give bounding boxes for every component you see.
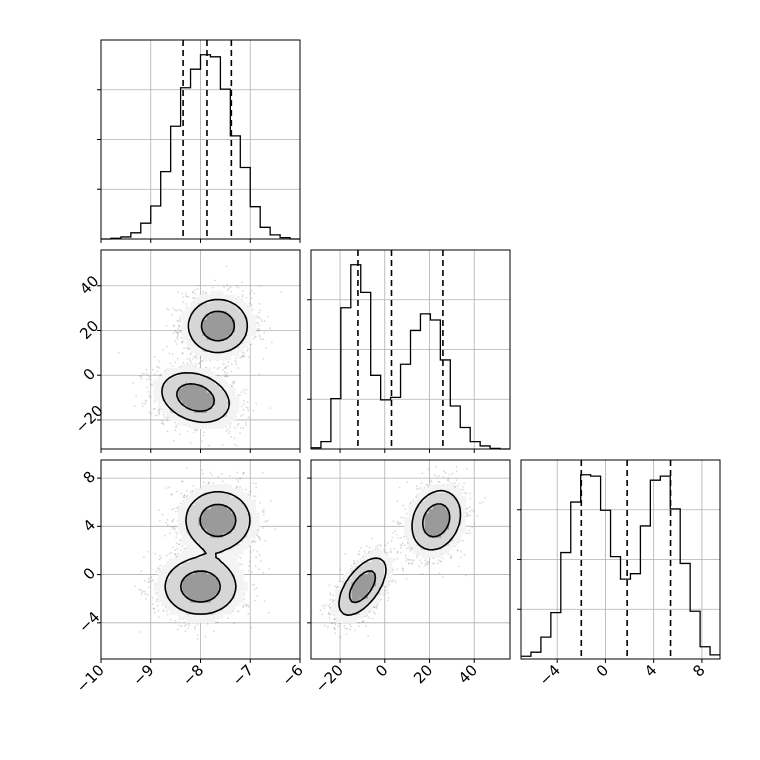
- y-tick-label: −4: [75, 608, 103, 636]
- y-tick-label: −20: [72, 402, 107, 437]
- scatter-panel-1-2: −20 0 20 40: [307, 459, 511, 696]
- contour-line: [161, 298, 249, 424]
- contour-line: [348, 503, 451, 604]
- grid-lines: [101, 40, 300, 239]
- y-tick-label: 4: [80, 516, 99, 535]
- hist-outline: [311, 264, 510, 450]
- contour-line: [164, 490, 251, 615]
- x-tick-label: −7: [229, 661, 257, 689]
- plot-area: [117, 265, 282, 447]
- x-tick-label: 0: [593, 661, 612, 680]
- x-tick-label: −10: [73, 661, 108, 696]
- x-tick-label: 0: [372, 661, 391, 680]
- contour-line: [338, 489, 462, 616]
- grid-lines: [311, 250, 510, 449]
- plot-area: [134, 467, 277, 640]
- hist-panel-0: [97, 39, 301, 243]
- y-tick-label: 0: [80, 564, 99, 583]
- hist-panel-1: [307, 249, 511, 453]
- hist-outline: [101, 54, 300, 240]
- x-tick-label: 8: [689, 661, 708, 680]
- y-tick-label: 0: [80, 365, 99, 384]
- plot-area: [311, 465, 487, 638]
- x-tick-label: −8: [179, 661, 207, 689]
- panel-frame: [310, 459, 511, 660]
- panel-frame: [310, 249, 511, 450]
- scatter-panel-0-2: −10 −9 −8 −7 −6 −4 0 4 8: [73, 459, 307, 696]
- hist-outline: [521, 474, 720, 657]
- x-tick-label: 40: [455, 661, 481, 687]
- x-tick-label: −4: [536, 661, 564, 689]
- x-tick-label: 4: [641, 661, 660, 680]
- y-tick-label: 8: [80, 468, 99, 487]
- x-tick-label: −9: [129, 661, 157, 689]
- panel-frame: [520, 459, 721, 660]
- y-tick-label: 20: [76, 317, 102, 343]
- contour-line: [180, 503, 237, 603]
- scatter-panel-0-1: −20 0 20 40: [72, 249, 301, 453]
- y-tick-label: 40: [76, 272, 102, 298]
- hist-panel-2: −4 0 4 8: [517, 459, 721, 689]
- x-tick-label: −20: [312, 661, 347, 696]
- contour-line: [176, 310, 236, 412]
- x-tick-label: −6: [278, 661, 306, 689]
- x-tick-label: 20: [410, 661, 436, 687]
